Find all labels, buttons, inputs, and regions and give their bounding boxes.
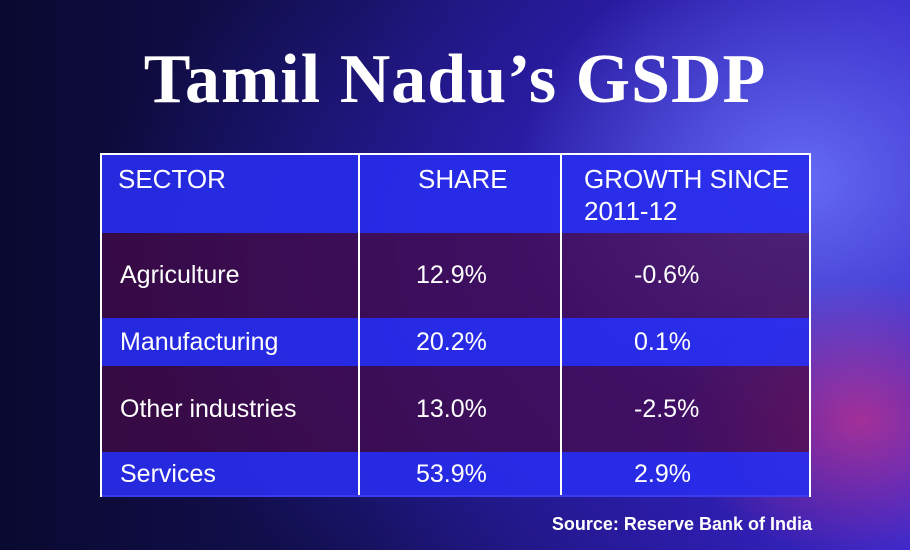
table-cell: Agriculture bbox=[120, 261, 240, 289]
table: SECTOR SHARE GROWTH SINCE 2011-12 Agricultu… bbox=[100, 153, 811, 497]
table-cell: 0.1% bbox=[634, 327, 691, 356]
table-cell: Other industries bbox=[120, 394, 297, 423]
table-cell: Services bbox=[120, 460, 216, 488]
table-cell: 13.0% bbox=[416, 394, 487, 423]
table-cell: -2.5% bbox=[634, 394, 700, 423]
table-row: Other industries 13.0% -2.5% bbox=[102, 366, 809, 452]
table-row: Services 53.9% 2.9% bbox=[102, 452, 809, 497]
header-row: SECTOR SHARE GROWTH SINCE 2011-12 bbox=[102, 155, 809, 233]
column-divider bbox=[358, 155, 360, 495]
source: Source: Reserve Bank of India bbox=[551, 514, 812, 534]
column-header: GROWTH SINCE 2011-12 bbox=[584, 164, 790, 226]
table-cell: 12.9% bbox=[416, 261, 487, 289]
column-header: SECTOR bbox=[118, 164, 226, 194]
column-divider bbox=[560, 155, 562, 495]
table-row: Agriculture 12.9% -0.6% bbox=[102, 233, 809, 318]
table-cell: Manufacturing bbox=[120, 327, 279, 356]
table-cell: 53.9% bbox=[416, 460, 487, 488]
title: Tamil Nadu’s GSDP bbox=[143, 41, 767, 118]
table-cell: 2.9% bbox=[634, 460, 691, 488]
table-cell: -0.6% bbox=[634, 261, 700, 289]
table-cell: 20.2% bbox=[416, 327, 487, 356]
column-header: SHARE bbox=[418, 164, 508, 194]
table-row: Manufacturing 20.2% 0.1% bbox=[102, 318, 809, 366]
